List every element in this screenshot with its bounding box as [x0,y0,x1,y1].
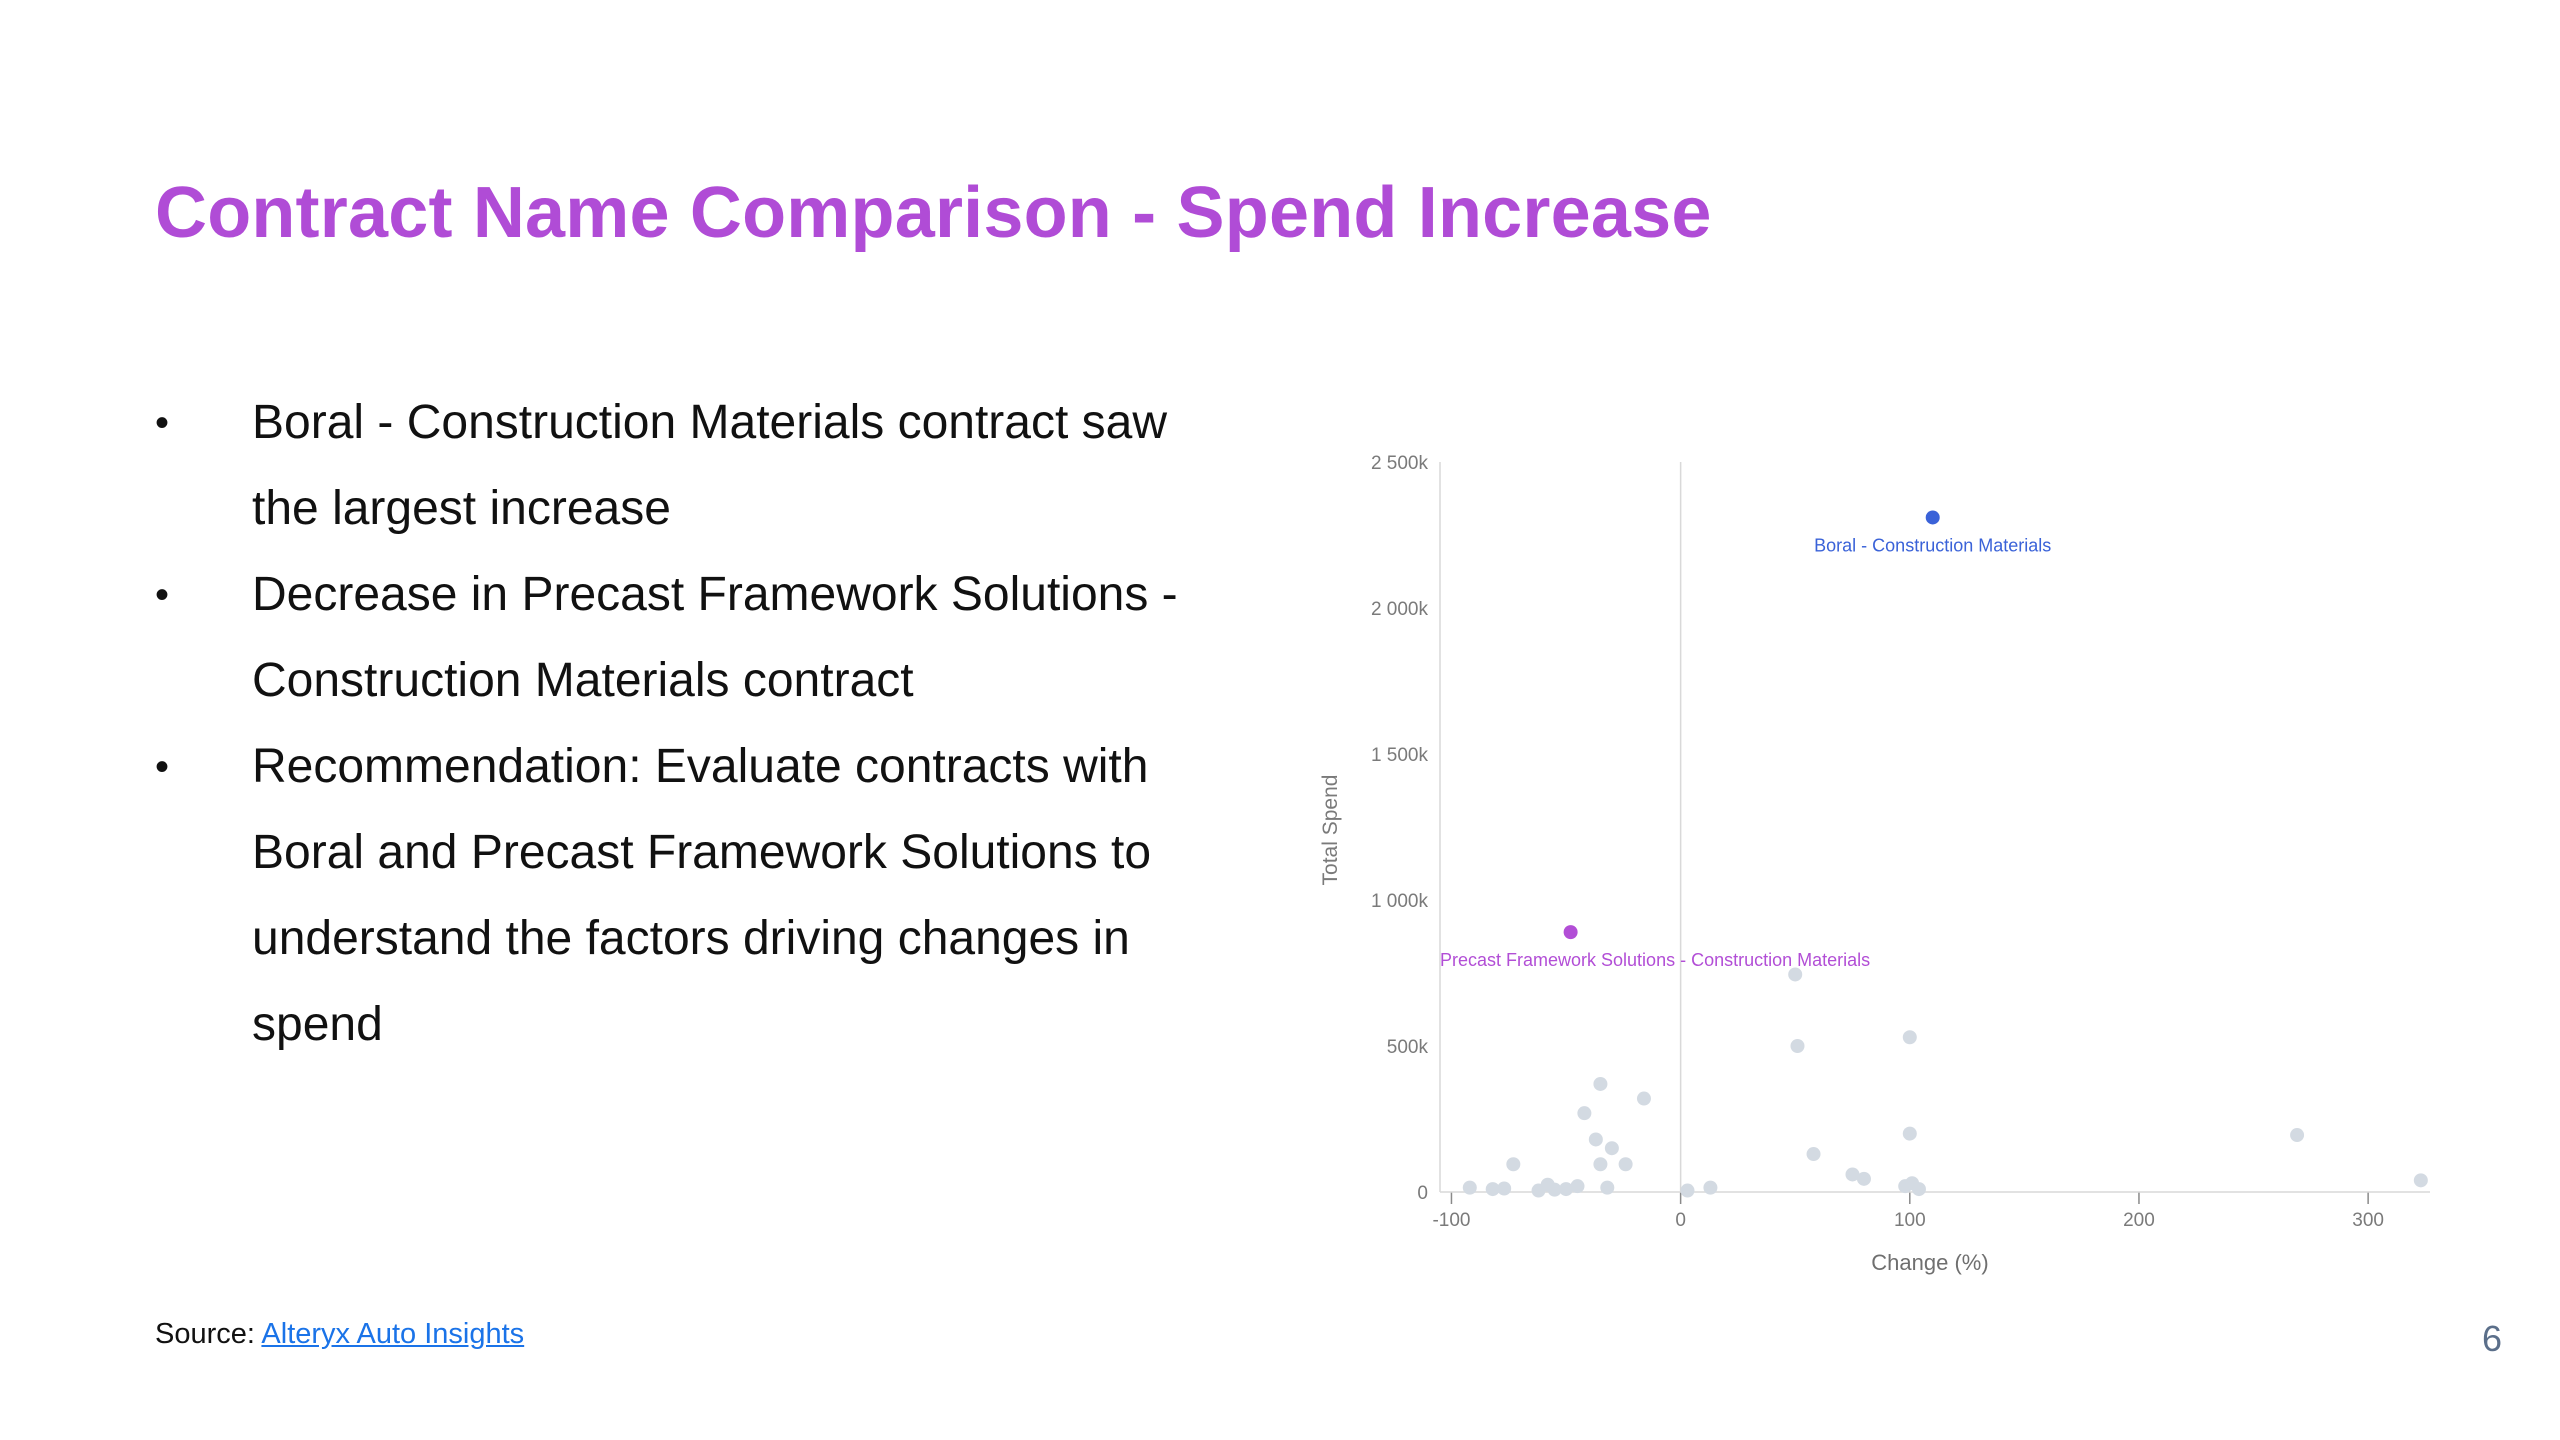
data-point [2413,1173,2428,1188]
x-axis-title: Change (%) [1871,1250,1988,1275]
x-tick-label: 0 [1675,1210,1686,1231]
data-point [1856,1171,1871,1186]
highlighted-points: Boral - Construction Materials Precast Fr… [1440,510,2051,970]
highlighted-point-label: Precast Framework Solutions - Constructi… [1440,950,1870,970]
bullet-dot: • [155,573,170,617]
x-tick-label: 100 [1894,1210,1926,1231]
data-point [1577,1106,1592,1121]
data-point [1506,1157,1521,1172]
y-tick-labels: 0 500k 1 000k 1 500k 2 000k 2 500k [1371,453,1429,1204]
y-tick-label: 0 [1417,1183,1428,1204]
data-point [1618,1157,1633,1172]
bullet-item: • Boral - Construction Materials contrac… [155,380,1235,552]
data-point [1845,1167,1860,1182]
data-point [1462,1180,1477,1195]
bullet-dot: • [155,745,170,789]
page-number: 6 [2481,1318,2502,1359]
bullet-item: • Decrease in Precast Framework Solution… [155,552,1235,724]
data-point [1570,1179,1585,1194]
data-point [1902,1126,1917,1141]
data-point [1588,1132,1603,1147]
data-point [1790,1039,1805,1053]
bullet-text: Decrease in Precast Framework Solutions … [252,568,1178,707]
y-tick-label: 1 500k [1371,745,1429,766]
data-point [1547,1182,1562,1197]
source-note: Source: Alteryx Auto Insights [155,1318,524,1351]
y-tick-label: 500k [1387,1037,1429,1058]
data-point [1497,1181,1512,1196]
data-point [1485,1182,1500,1197]
data-point [1559,1182,1574,1197]
y-axis-title: Total Spend [1319,775,1342,886]
highlighted-point [1925,510,1940,525]
data-point [1636,1091,1651,1106]
data-point [1680,1183,1695,1198]
bullet-item: • Recommendation: Evaluate contracts wit… [155,724,1235,1068]
y-tick-label: 2 000k [1371,599,1429,620]
data-point [1604,1141,1619,1156]
scatter-points [1462,967,2428,1198]
source-label: Source: [155,1318,255,1350]
bullet-dot: • [155,401,170,445]
slide-title: Contract Name Comparison - Spend Increas… [155,173,1712,253]
source-link[interactable]: Alteryx Auto Insights [261,1318,525,1350]
scatter-chart: Total Spend 0 500k 1 000k 1 500k 2 000k 2 500… [1319,453,2430,1275]
data-point [1703,1180,1718,1195]
data-point [1600,1180,1615,1195]
highlighted-point-label: Boral - Construction Materials [1814,535,2051,555]
data-point [1806,1147,1821,1162]
data-point [1593,1157,1608,1172]
data-point [1911,1182,1926,1197]
y-tick-label: 1 000k [1371,891,1429,912]
bullet-text: Boral - Construction Materials contract … [252,396,1167,535]
x-tick-label: 200 [2123,1210,2155,1231]
x-tick-label: 300 [2352,1210,2384,1231]
data-point [1788,967,1803,982]
bullet-list: • Boral - Construction Materials contrac… [155,380,1235,1068]
bullet-text: Recommendation: Evaluate contracts with … [252,740,1152,1051]
chart-axes [1439,462,2430,1193]
x-tick-labels: -100 0 100 200 300 [1432,1192,2384,1231]
x-tick-label: -100 [1432,1210,1470,1231]
highlighted-point [1563,925,1578,940]
data-point [1902,1030,1917,1045]
data-point [2290,1128,2305,1143]
data-point [1593,1076,1608,1091]
y-tick-label: 2 500k [1371,453,1429,474]
